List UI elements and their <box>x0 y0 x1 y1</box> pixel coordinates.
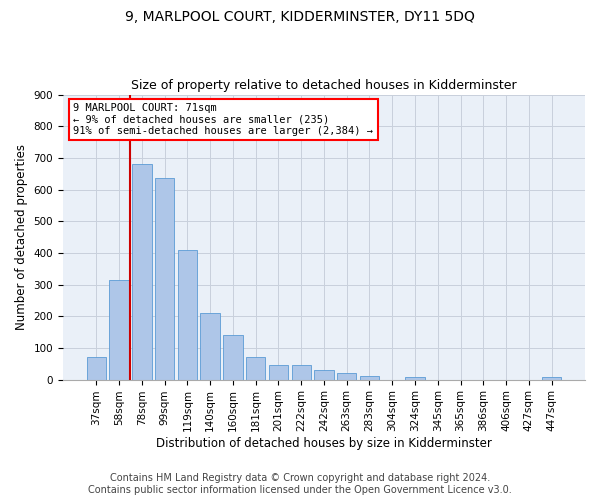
Y-axis label: Number of detached properties: Number of detached properties <box>15 144 28 330</box>
Bar <box>337 372 356 380</box>
Bar <box>360 376 379 380</box>
Bar <box>292 366 311 380</box>
Bar <box>269 366 288 380</box>
Bar <box>178 250 197 380</box>
Bar <box>542 377 561 380</box>
Bar <box>86 358 106 380</box>
Bar <box>132 164 152 380</box>
Title: Size of property relative to detached houses in Kidderminster: Size of property relative to detached ho… <box>131 79 517 92</box>
Bar <box>200 313 220 380</box>
Bar <box>246 358 265 380</box>
Text: 9 MARLPOOL COURT: 71sqm
← 9% of detached houses are smaller (235)
91% of semi-de: 9 MARLPOOL COURT: 71sqm ← 9% of detached… <box>73 103 373 136</box>
X-axis label: Distribution of detached houses by size in Kidderminster: Distribution of detached houses by size … <box>156 437 492 450</box>
Text: Contains HM Land Registry data © Crown copyright and database right 2024.
Contai: Contains HM Land Registry data © Crown c… <box>88 474 512 495</box>
Bar <box>314 370 334 380</box>
Bar <box>406 378 425 380</box>
Bar <box>109 280 129 380</box>
Bar <box>155 178 174 380</box>
Bar <box>223 336 242 380</box>
Text: 9, MARLPOOL COURT, KIDDERMINSTER, DY11 5DQ: 9, MARLPOOL COURT, KIDDERMINSTER, DY11 5… <box>125 10 475 24</box>
